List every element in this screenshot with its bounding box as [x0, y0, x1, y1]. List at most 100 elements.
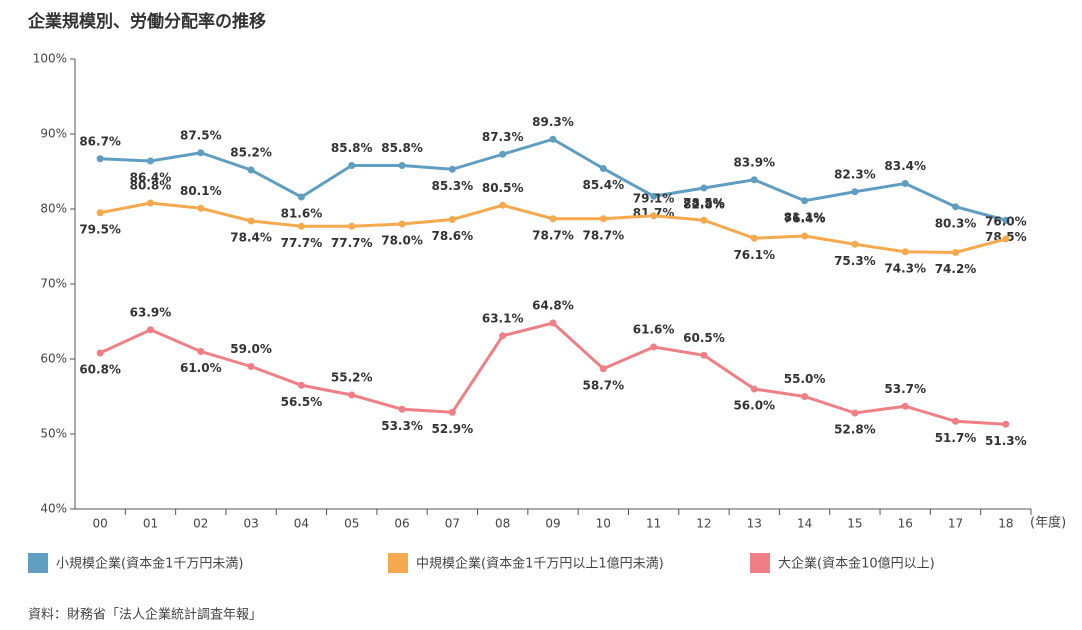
x-tick-label: 15 [847, 517, 862, 531]
data-point [247, 363, 255, 370]
x-tick-label: 07 [445, 517, 460, 531]
x-tick-label: 13 [747, 517, 762, 531]
data-point [1002, 420, 1010, 428]
value-label: 85.3% [432, 179, 474, 193]
x-tick-label: 04 [294, 517, 309, 531]
data-point [247, 217, 255, 225]
data-point [197, 348, 205, 355]
data-point [297, 222, 305, 230]
source-note: 資料：財務省「法人企業統計調査年報」 [28, 607, 262, 623]
y-tick-label: 40% [40, 502, 67, 516]
value-label: 63.9% [130, 305, 172, 319]
value-label: 60.8% [79, 363, 121, 377]
value-label: 64.8% [532, 299, 574, 313]
value-label: 82.3% [834, 167, 876, 181]
data-point [348, 162, 356, 169]
legend-label: 大企業(資本金10億円以上) [778, 556, 935, 572]
value-label: 78.5% [683, 196, 725, 210]
data-point [499, 150, 507, 158]
data-point [348, 391, 356, 399]
data-point [398, 405, 406, 413]
data-point [499, 332, 507, 340]
data-point [599, 365, 607, 373]
value-label: 87.3% [482, 130, 524, 144]
x-tick-label: 03 [243, 517, 258, 531]
value-label: 81.6% [281, 207, 323, 221]
value-label: 89.3% [532, 115, 574, 129]
data-point [851, 188, 859, 196]
data-point [750, 176, 758, 184]
data-point [247, 166, 255, 174]
legend-label: 小規模企業(資本金1千万円未満) [56, 556, 243, 572]
y-tick-label: 80% [40, 202, 67, 216]
data-point [700, 184, 708, 192]
data-point [801, 393, 809, 400]
value-label: 56.5% [281, 395, 323, 409]
value-label: 52.8% [834, 423, 876, 437]
data-point [146, 157, 154, 165]
x-axis-label: (年度) [1030, 515, 1066, 531]
x-tick-label: 00 [93, 517, 108, 531]
value-label: 77.7% [331, 236, 373, 250]
data-point [750, 234, 758, 242]
x-tick-label: 05 [344, 517, 359, 531]
data-point [650, 212, 658, 220]
value-label: 53.7% [884, 382, 926, 396]
value-label: 78.6% [432, 229, 474, 243]
data-point [96, 349, 104, 357]
data-point [197, 149, 205, 157]
value-label: 74.3% [884, 261, 926, 275]
value-label: 51.3% [985, 434, 1027, 448]
data-point [448, 408, 456, 416]
data-point [750, 385, 758, 393]
value-label: 80.1% [180, 184, 222, 198]
value-label: 55.0% [784, 372, 826, 386]
x-tick-label: 10 [596, 517, 611, 531]
series-line [99, 321, 1006, 426]
value-label: 85.2% [230, 146, 272, 160]
x-tick-label: 02 [193, 517, 208, 531]
value-label: 85.8% [381, 141, 423, 155]
legend-swatch [28, 553, 48, 573]
chart-title: 企業規模別、労働分配率の推移 [27, 11, 266, 32]
value-label: 76.4% [784, 212, 826, 226]
y-tick-label: 100% [33, 52, 67, 66]
data-point [448, 165, 456, 173]
data-point [197, 204, 205, 212]
data-point [297, 193, 305, 201]
data-point [952, 249, 960, 256]
data-point [851, 409, 859, 417]
value-label: 60.5% [683, 331, 725, 345]
x-tick-label: 06 [394, 517, 409, 531]
data-point [599, 165, 607, 172]
x-tick-label: 09 [545, 517, 560, 531]
data-point [700, 351, 708, 359]
y-tick-label: 60% [40, 352, 67, 366]
value-label: 59.0% [230, 342, 272, 356]
value-label: 55.2% [331, 371, 373, 385]
value-label: 78.7% [582, 228, 624, 242]
x-tick-label: 17 [948, 517, 963, 531]
data-point [549, 319, 557, 327]
value-label: 81.1% [784, 210, 826, 224]
value-label: 56.0% [733, 399, 775, 413]
data-point [901, 180, 909, 187]
data-point [146, 199, 154, 207]
data-point [650, 192, 658, 200]
value-label: 51.7% [935, 431, 977, 445]
data-point [901, 248, 909, 256]
data-point [398, 162, 406, 169]
value-label: 75.3% [834, 254, 876, 268]
legend-label: 中規模企業(資本金1千万円以上1億円未満) [416, 556, 664, 572]
value-label: 76.1% [733, 248, 775, 262]
data-point [851, 240, 859, 248]
value-label: 87.5% [180, 128, 222, 142]
x-tick-label: 12 [696, 517, 711, 531]
x-tick-label: 08 [495, 517, 510, 531]
value-label: 79.5% [79, 222, 121, 236]
value-label: 78.4% [230, 231, 272, 245]
data-point [146, 326, 154, 334]
value-label: 53.3% [381, 419, 423, 433]
legend-swatch [388, 553, 408, 573]
